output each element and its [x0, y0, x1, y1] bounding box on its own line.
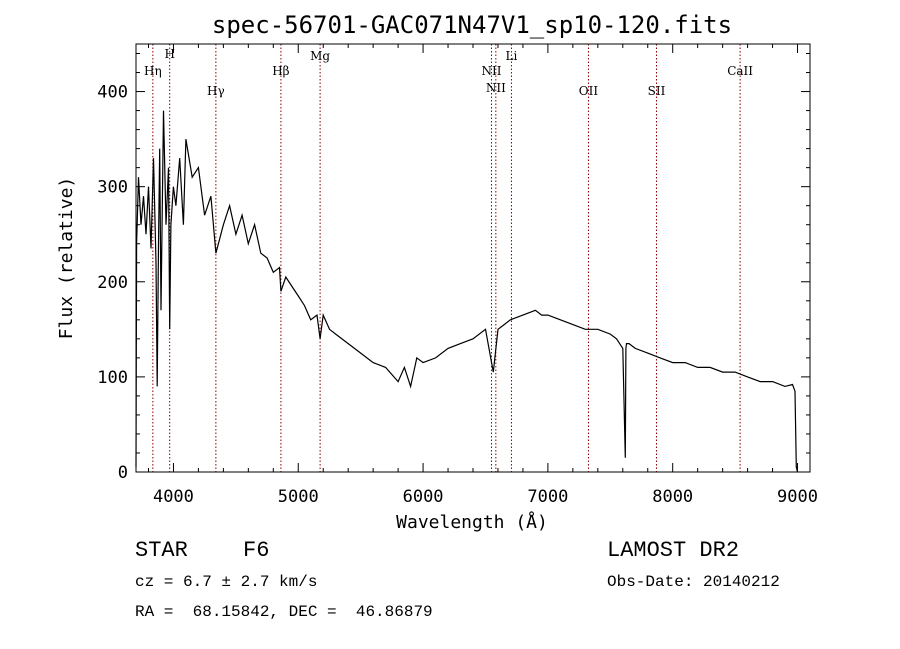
line-label: Hγ: [207, 84, 225, 98]
y-axis-label: Flux (relative): [56, 177, 77, 340]
line-label: Hη: [144, 64, 162, 78]
emission-line-markers: HηH Hγ Hβ Mg NII NII Li OII SII CaII: [144, 44, 753, 472]
y-tick-label: 0: [118, 463, 128, 483]
object-subclass: F6: [243, 538, 270, 563]
x-tick-label: 6000: [403, 487, 444, 507]
spectrum-series: [135, 110, 799, 473]
line-label: NII: [486, 81, 506, 95]
line-label: CaII: [727, 64, 753, 78]
line-label: Mg: [310, 49, 330, 63]
x-tick-label: 7000: [527, 487, 568, 507]
x-tick-label: 8000: [652, 487, 693, 507]
line-label: Hβ: [272, 64, 289, 78]
y-tick-label: 200: [97, 273, 128, 293]
survey-name: LAMOST DR2: [607, 538, 740, 563]
object-class: STAR: [135, 538, 188, 563]
chart-title: spec-56701-GAC071N47V1_sp10-120.fits: [212, 11, 732, 39]
coordinates: RA = 68.15842, DEC = 46.86879: [135, 603, 433, 621]
y-tick-label: 100: [97, 368, 128, 388]
plot-frame: [135, 43, 811, 473]
spectrum-line: [135, 110, 799, 473]
x-axis: 4000 5000 6000 7000 8000 9000: [147, 44, 818, 507]
line-label: OII: [579, 84, 599, 98]
x-tick-label: 9000: [777, 487, 818, 507]
y-tick-label: 400: [97, 83, 128, 103]
line-label: SII: [648, 84, 666, 98]
line-label: H: [164, 47, 174, 61]
obs-date: Obs-Date: 20140212: [607, 573, 780, 591]
line-label: Li: [506, 49, 518, 63]
y-tick-label: 300: [97, 178, 128, 198]
y-axis: 0 100 200 300 400: [97, 53, 810, 483]
x-axis-label: Wavelength (Å): [396, 511, 548, 533]
x-tick-label: 4000: [153, 487, 194, 507]
line-label: NII: [481, 64, 501, 78]
x-tick-label: 5000: [278, 487, 319, 507]
redshift-readout: cz = 6.7 ± 2.7 km/s: [135, 573, 318, 591]
